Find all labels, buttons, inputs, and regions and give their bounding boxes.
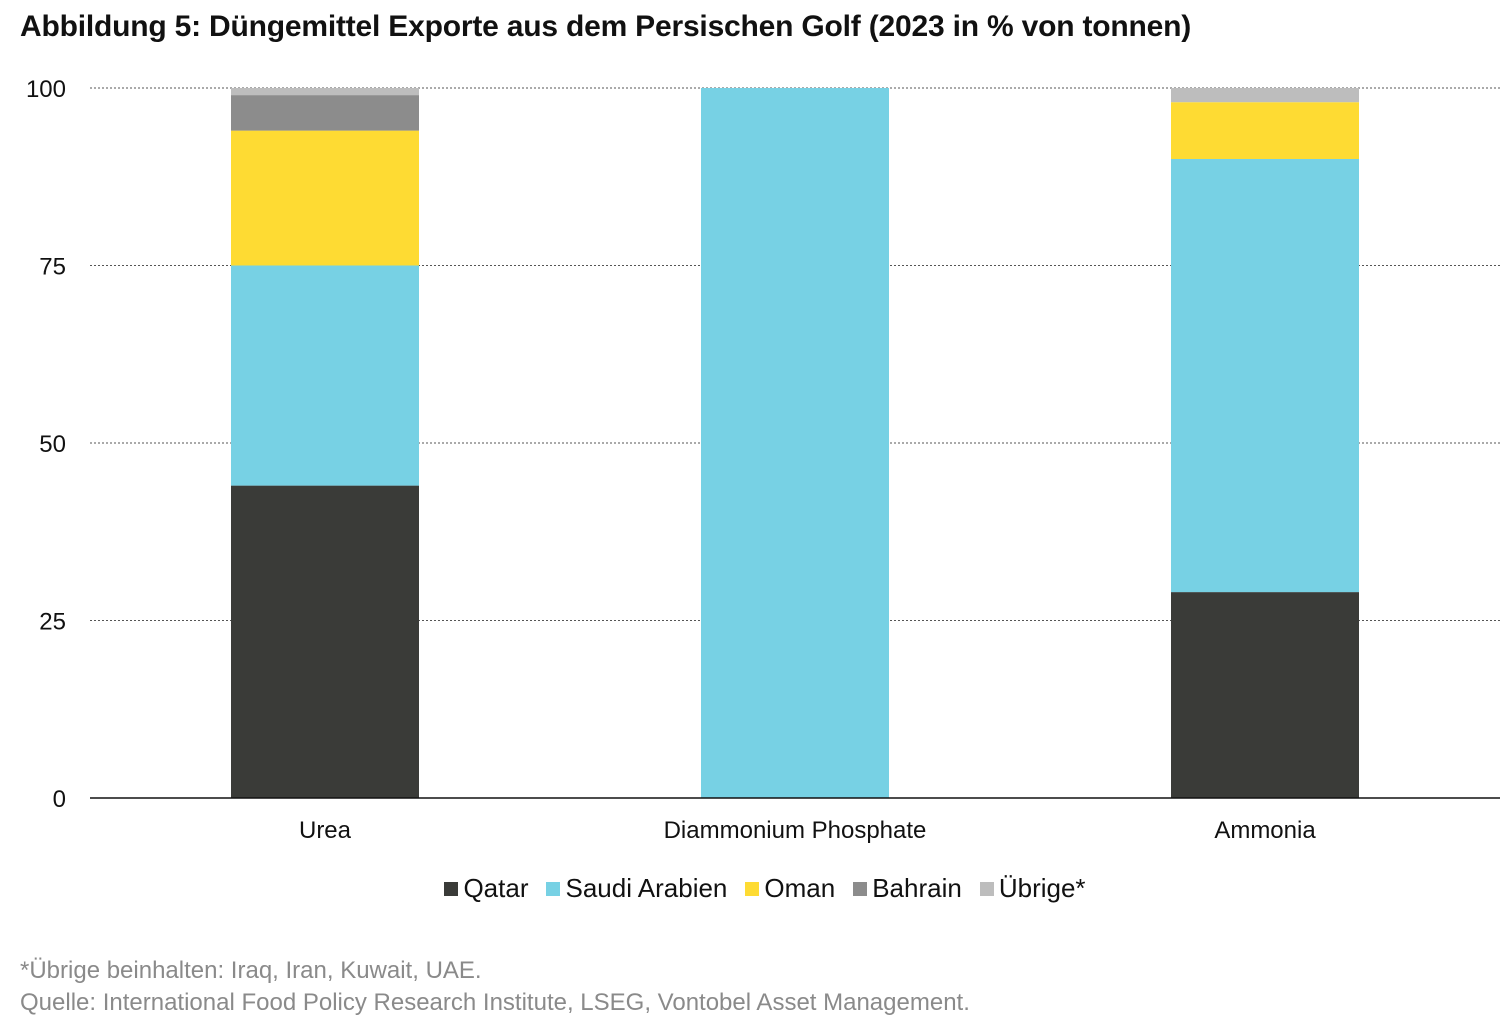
legend-label: Bahrain bbox=[872, 873, 962, 903]
footnote-others: *Übrige beinhalten: Iraq, Iran, Kuwait, … bbox=[20, 957, 482, 984]
legend-swatch bbox=[444, 881, 459, 896]
legend-item: Saudi Arabien bbox=[546, 873, 727, 904]
bar-segment bbox=[231, 95, 419, 131]
legend-label: Oman bbox=[764, 873, 836, 903]
bar-segment bbox=[231, 88, 419, 96]
footnote-source: Quelle: International Food Policy Resear… bbox=[20, 989, 970, 1016]
y-tick-label: 100 bbox=[26, 76, 66, 103]
y-tick-label: 0 bbox=[53, 786, 66, 813]
y-tick-label: 75 bbox=[39, 254, 66, 281]
legend-swatch bbox=[853, 881, 868, 896]
bar-segment bbox=[1171, 592, 1359, 798]
legend: Qatar Saudi Arabien Oman Bahrain Übrige* bbox=[0, 873, 1500, 904]
bar-segment bbox=[231, 485, 419, 798]
bar-segment bbox=[701, 88, 889, 798]
legend-item: Übrige* bbox=[979, 873, 1086, 904]
chart-title: Abbildung 5: Düngemittel Exporte aus dem… bbox=[20, 10, 1192, 43]
footnotes: *Übrige beinhalten: Iraq, Iran, Kuwait, … bbox=[20, 955, 970, 1019]
x-category-label: Diammonium Phosphate bbox=[664, 817, 927, 844]
bar-segment bbox=[231, 265, 419, 486]
bar-segment bbox=[231, 130, 419, 266]
y-tick-label: 25 bbox=[39, 609, 66, 636]
legend-label: Saudi Arabien bbox=[565, 873, 728, 903]
x-category-label: Urea bbox=[299, 817, 352, 844]
legend-swatch bbox=[745, 881, 760, 896]
legend-label: Übrige* bbox=[998, 873, 1086, 903]
x-category-label: Ammonia bbox=[1214, 817, 1316, 844]
bar-segment bbox=[1171, 159, 1359, 593]
stacked-bar-chart: 0 25 50 75 100 Urea Diammonium Phosphate Ammoni… bbox=[26, 76, 1500, 844]
legend-item: Bahrain bbox=[853, 873, 962, 904]
legend-label: Qatar bbox=[463, 873, 529, 903]
legend-swatch bbox=[546, 881, 561, 896]
legend-item: Qatar bbox=[444, 873, 528, 904]
bar-segment bbox=[1171, 88, 1359, 103]
bar-segment bbox=[1171, 102, 1359, 159]
legend-item: Oman bbox=[745, 873, 835, 904]
legend-swatch bbox=[979, 881, 994, 896]
y-tick-label: 50 bbox=[39, 431, 66, 458]
